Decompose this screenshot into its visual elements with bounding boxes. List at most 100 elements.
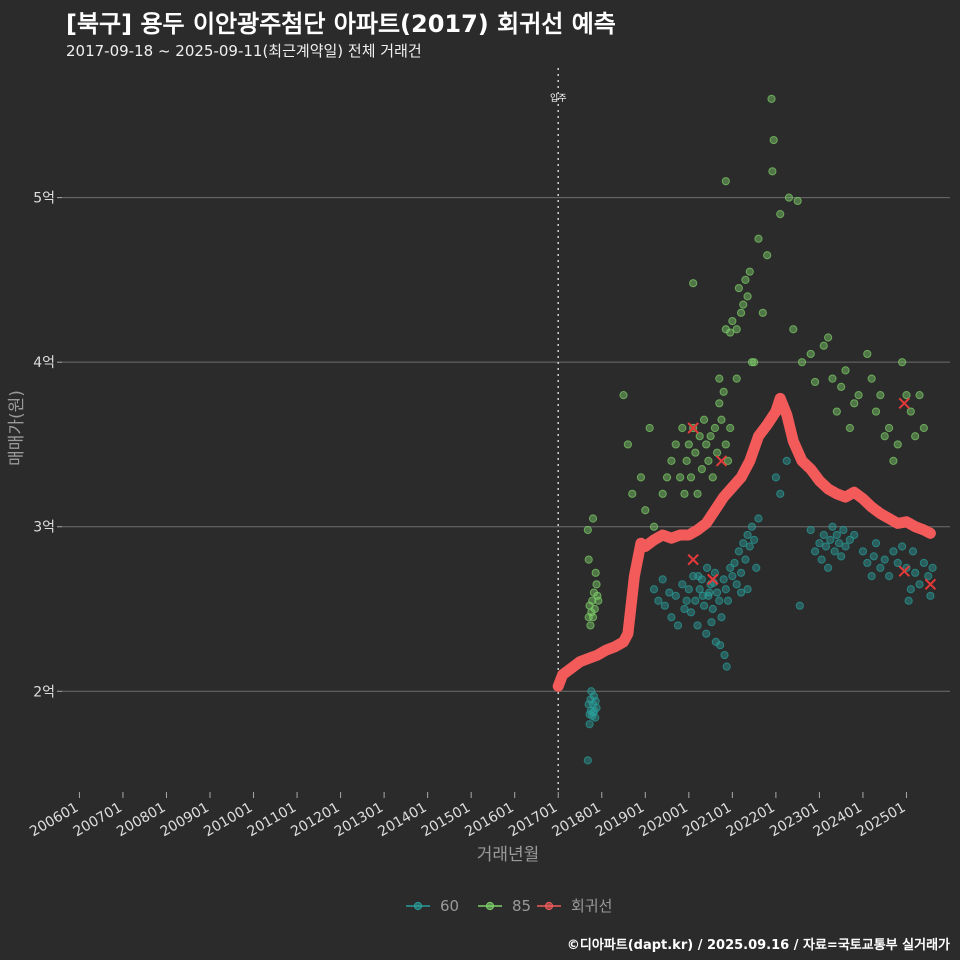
cross-marker <box>687 422 699 434</box>
point-s85 <box>889 456 898 466</box>
point-s85 <box>671 440 680 449</box>
y-tick-label: 5억 <box>33 191 55 207</box>
x-axis-label: 거래년월 <box>477 845 540 865</box>
point-s85 <box>649 522 659 531</box>
point-s85 <box>588 514 598 523</box>
x-tick-label: 201801 <box>549 800 603 841</box>
point-s85 <box>706 432 715 441</box>
point-s60 <box>739 539 748 548</box>
point-s85 <box>713 448 722 457</box>
point-s85 <box>682 456 691 466</box>
point-s85 <box>793 196 802 206</box>
point-s60 <box>707 618 716 627</box>
point-s60 <box>904 596 913 605</box>
legend-dot-s60 <box>413 901 423 911</box>
point-s85 <box>584 555 593 564</box>
point-s60 <box>728 571 737 581</box>
x-tick-label: 201901 <box>593 800 647 841</box>
point-s85 <box>867 374 876 383</box>
point-s60 <box>754 514 763 523</box>
point-s85 <box>619 390 628 400</box>
point-s85 <box>723 456 733 466</box>
point-s60 <box>745 542 754 551</box>
x-tick-label: 201701 <box>506 800 560 841</box>
point-s60 <box>771 473 780 482</box>
point-s85 <box>734 284 743 293</box>
point-s60 <box>723 596 733 605</box>
point-s85 <box>667 456 676 466</box>
point-s60 <box>682 596 691 605</box>
x-tick-label: 202101 <box>680 800 734 841</box>
point-s60 <box>743 585 752 594</box>
point-s85 <box>884 423 894 433</box>
point-s60 <box>715 596 724 605</box>
point-s85 <box>784 193 794 202</box>
point-s60 <box>649 585 659 594</box>
point-s60 <box>908 547 918 556</box>
point-s85 <box>736 308 746 317</box>
point-s85 <box>776 209 785 219</box>
point-s60 <box>821 542 831 551</box>
point-s60 <box>926 591 935 600</box>
point-s85 <box>819 341 828 350</box>
regression-line <box>552 392 936 692</box>
point-s85 <box>832 407 841 416</box>
point-s85 <box>678 423 687 433</box>
cross-marker <box>715 455 728 467</box>
point-s60 <box>817 555 826 564</box>
point-s85 <box>754 234 763 243</box>
point-s60 <box>841 542 850 551</box>
point-s85 <box>726 423 735 433</box>
point-s60 <box>752 563 761 572</box>
cross-marker <box>924 578 937 591</box>
point-s85 <box>747 358 757 367</box>
x-tick-label: 202001 <box>637 800 691 841</box>
point-s60 <box>705 588 714 597</box>
y-tick-label: 4억 <box>33 355 55 371</box>
point-s85 <box>732 374 741 383</box>
point-s85 <box>695 432 704 441</box>
point-s85 <box>623 440 632 449</box>
point-s85 <box>810 377 820 387</box>
x-tick-label: 201501 <box>419 800 473 841</box>
point-s85 <box>750 358 759 367</box>
point-s60 <box>880 555 889 564</box>
point-s60 <box>699 601 709 610</box>
point-s85 <box>721 177 730 186</box>
point-s85 <box>586 621 595 630</box>
point-s60 <box>876 563 885 572</box>
point-s60 <box>660 601 669 610</box>
point-s60 <box>826 535 835 544</box>
scatter-points <box>583 94 937 765</box>
point-s60 <box>750 535 759 544</box>
cross-marker <box>898 397 911 410</box>
point-s85 <box>906 407 915 416</box>
point-s85 <box>898 358 907 367</box>
regression-path <box>552 392 936 692</box>
point-s85 <box>628 489 637 498</box>
point-s60 <box>732 580 741 589</box>
point-s85 <box>902 390 911 400</box>
cross-marker <box>707 573 719 586</box>
y-axis: 2억 3억 4억 5억 <box>33 191 62 700</box>
point-s60 <box>919 558 928 568</box>
point-s60 <box>832 530 841 540</box>
point-s85 <box>919 423 928 433</box>
chart-subtitle: 2017-09-18 ~ 2025-09-11(최근계약일) 전체 거래건 <box>66 42 422 60</box>
point-s85 <box>691 448 700 457</box>
point-s85 <box>697 465 706 474</box>
x-tick-label: 200701 <box>71 800 125 841</box>
point-s60 <box>736 588 746 597</box>
point-s85 <box>693 489 702 498</box>
point-s85 <box>636 473 646 482</box>
point-s60 <box>658 575 667 584</box>
point-s60 <box>591 697 600 706</box>
point-s85 <box>592 580 601 589</box>
point-s60 <box>839 525 848 535</box>
cross-marker <box>898 565 911 577</box>
point-s60 <box>693 621 702 630</box>
point-s60 <box>743 530 752 540</box>
x-tick-label: 201401 <box>375 800 429 841</box>
point-s85 <box>719 387 728 396</box>
point-s60 <box>819 530 828 540</box>
